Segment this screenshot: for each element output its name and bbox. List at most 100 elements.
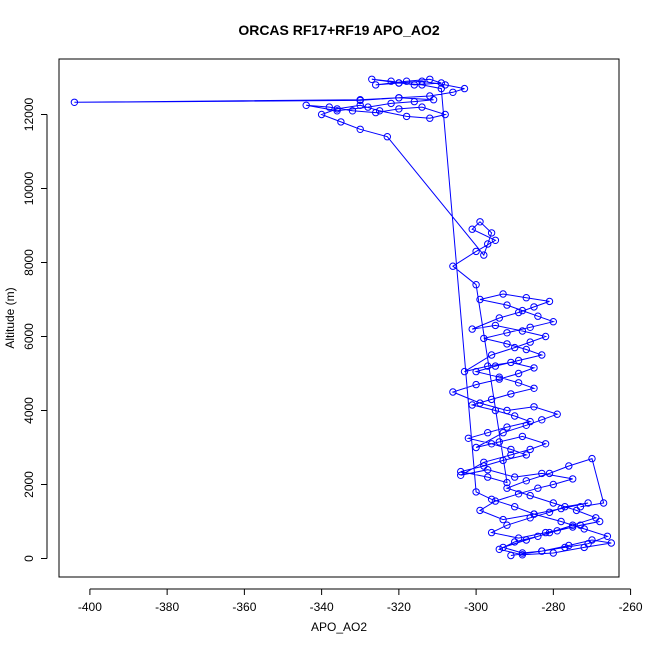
data-point — [472, 247, 480, 256]
data-point — [541, 528, 550, 537]
data-point — [518, 549, 527, 557]
data-point — [538, 351, 546, 359]
data-point — [460, 367, 469, 376]
y-tick-label: 6000 — [22, 323, 36, 350]
data-point — [487, 528, 496, 537]
data-point — [410, 97, 418, 106]
data-point — [437, 79, 445, 87]
data-point — [565, 541, 573, 550]
data-point — [518, 327, 527, 335]
data-point — [534, 312, 542, 320]
data-point — [317, 110, 326, 119]
data-point — [418, 77, 426, 85]
plot-frame — [58, 58, 620, 578]
data-point — [495, 375, 503, 383]
data-point — [480, 334, 488, 343]
data-point — [387, 99, 395, 108]
data-point — [356, 96, 364, 105]
data-point — [480, 251, 488, 259]
data-point — [588, 536, 596, 544]
data-point — [534, 484, 542, 492]
data-point — [484, 473, 492, 481]
y-tick-label: 8000 — [22, 249, 36, 276]
data-point — [514, 379, 523, 387]
data-point — [356, 101, 364, 110]
data-point — [503, 340, 511, 348]
data-point — [580, 525, 588, 533]
data-point — [484, 240, 492, 248]
data-point — [499, 429, 507, 437]
data-point — [426, 75, 434, 84]
data-point — [333, 105, 341, 113]
data-point — [348, 107, 357, 115]
data-point — [460, 84, 469, 93]
data-point — [557, 504, 565, 513]
data-point — [507, 390, 515, 398]
data-point — [507, 451, 515, 459]
data-point — [538, 469, 546, 478]
data-point — [364, 103, 372, 111]
data-point — [472, 380, 480, 389]
data-point — [507, 445, 515, 454]
data-point — [499, 515, 507, 524]
data-point — [549, 480, 557, 489]
data-point — [596, 517, 604, 526]
data-point — [457, 471, 465, 479]
data-point — [526, 417, 534, 426]
x-tick-label: -380 — [155, 600, 179, 614]
data-point — [518, 306, 527, 315]
data-point — [426, 92, 434, 100]
data-point — [599, 499, 608, 507]
data-point — [468, 225, 476, 233]
data-point — [522, 421, 530, 429]
data-point — [495, 314, 503, 322]
data-point — [561, 503, 569, 511]
data-point — [514, 356, 523, 365]
data-point — [395, 105, 403, 113]
x-axis-label: APO_AO2 — [311, 620, 367, 634]
chart-title: ORCAS RF17+RF19 APO_AO2 — [238, 22, 440, 38]
data-point — [584, 540, 592, 548]
data-point — [495, 545, 503, 553]
data-point — [522, 477, 530, 485]
data-point — [514, 490, 523, 498]
y-tick-label: 12000 — [22, 97, 36, 131]
data-point — [476, 295, 484, 304]
data-point — [325, 103, 333, 111]
data-point — [511, 412, 519, 420]
data-point — [530, 510, 538, 518]
x-tick-label: -400 — [78, 600, 102, 614]
data-point — [437, 84, 445, 93]
x-tick-label: -260 — [619, 600, 643, 614]
data-point — [503, 329, 511, 337]
y-axis: 0 2000 4000 6000 8000 10000 12000 — [22, 97, 48, 562]
data-point — [457, 467, 465, 476]
data-point — [375, 107, 384, 115]
data-point — [541, 440, 550, 448]
data-point — [503, 521, 511, 529]
data-point — [588, 454, 596, 463]
data-point — [603, 532, 612, 540]
data-point — [514, 369, 523, 378]
data-point — [553, 527, 561, 535]
y-tick-label: 10000 — [22, 171, 36, 205]
y-tick-label: 2000 — [22, 471, 36, 498]
data-point — [538, 416, 546, 424]
data-point — [476, 218, 484, 226]
data-point — [584, 499, 592, 507]
data-point — [507, 358, 515, 367]
data-point — [526, 445, 534, 454]
data-point — [495, 373, 503, 381]
data-point — [372, 81, 380, 89]
y-tick-label: 0 — [22, 555, 36, 562]
data-point — [511, 503, 519, 511]
data-point — [526, 338, 534, 346]
data-point — [368, 75, 376, 84]
plot-area — [70, 75, 615, 560]
data-point — [503, 423, 511, 431]
x-tick-label: -360 — [232, 600, 256, 614]
data-point — [333, 107, 341, 115]
data-point — [565, 462, 573, 470]
x-tick-label: -300 — [464, 600, 488, 614]
